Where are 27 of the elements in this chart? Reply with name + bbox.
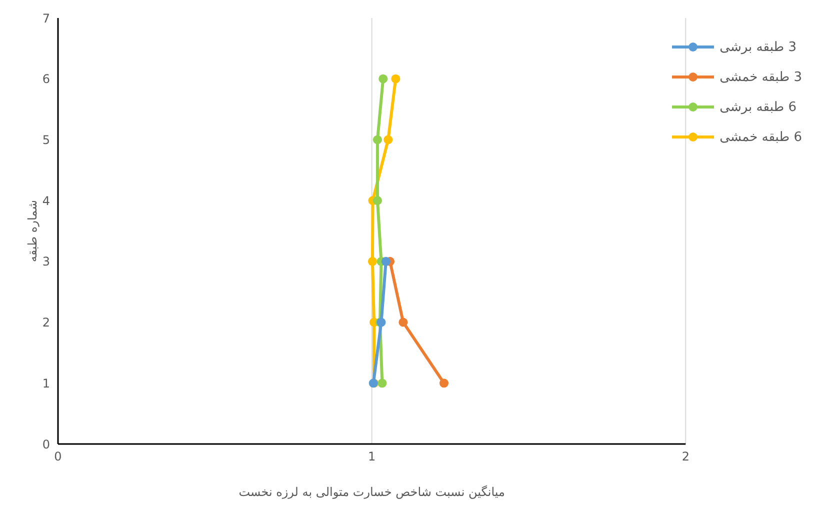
x-tick-label: 0 <box>54 450 62 464</box>
y-tick-label: 2 <box>42 316 50 330</box>
point <box>368 256 377 266</box>
legend-label: 6 طبقه برشی <box>720 100 797 114</box>
y-tick-label: 0 <box>42 437 50 452</box>
x-tick-label: 2 <box>682 450 690 464</box>
y-tick-label: 7 <box>42 11 50 26</box>
point <box>439 378 449 388</box>
y-axis-title: شماره طبقه <box>25 200 40 262</box>
y-tick-label: 3 <box>42 254 50 269</box>
y-tick-label: 1 <box>42 376 50 390</box>
point <box>381 256 390 266</box>
y-tick-label: 5 <box>42 132 50 147</box>
point <box>372 135 382 144</box>
x-tick-label: 1 <box>368 450 376 464</box>
legend-label: 3 طبقه برشی <box>720 40 797 54</box>
y-tick-label: 6 <box>42 72 50 86</box>
point <box>398 318 408 327</box>
point <box>378 378 387 388</box>
x-axis-title: میانگین نسبت شاخص خسارت متوالی به لرزه نخست <box>238 485 505 499</box>
point <box>384 135 393 144</box>
y-tick-label: 4 <box>42 194 50 208</box>
point <box>378 74 388 84</box>
legend-label: 3 طبقه خمشی <box>720 70 802 84</box>
point <box>372 196 382 206</box>
legend-label: 6 طبقه خمشی <box>720 130 802 144</box>
point <box>391 74 400 84</box>
